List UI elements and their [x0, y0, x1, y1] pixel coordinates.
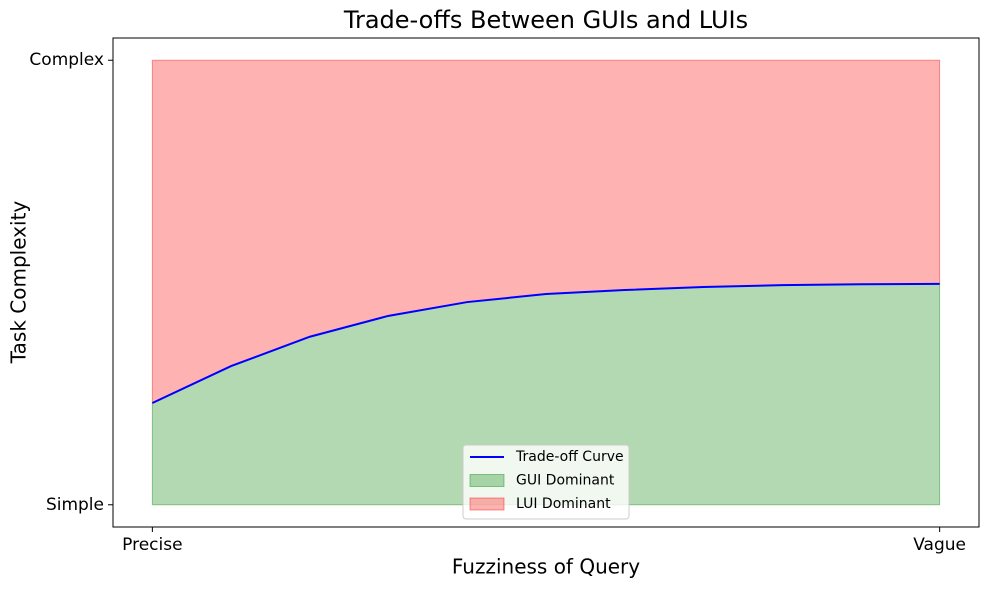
legend-label: Trade-off Curve	[515, 449, 624, 465]
legend-label: LUI Dominant	[516, 496, 611, 512]
chart-title: Trade-offs Between GUIs and LUIs	[343, 6, 748, 34]
x-axis-label: Fuzziness of Query	[452, 555, 640, 579]
x-tick-label: Vague	[913, 535, 966, 555]
y-tick-label: Complex	[29, 50, 104, 70]
legend-label: GUI Dominant	[516, 473, 615, 489]
trade-off-curve	[151, 282, 940, 404]
legend: Trade-off Curve GUI Dominant LUI Dominant	[462, 444, 630, 520]
y-tick-label: Simple	[46, 495, 104, 515]
plot-frame	[112, 37, 980, 528]
y-axis-label: Task Complexity	[7, 201, 31, 365]
x-tick-label: Precise	[122, 535, 182, 555]
legend-patch	[469, 497, 505, 511]
legend-patch	[469, 474, 505, 487]
legend-box	[462, 444, 630, 520]
